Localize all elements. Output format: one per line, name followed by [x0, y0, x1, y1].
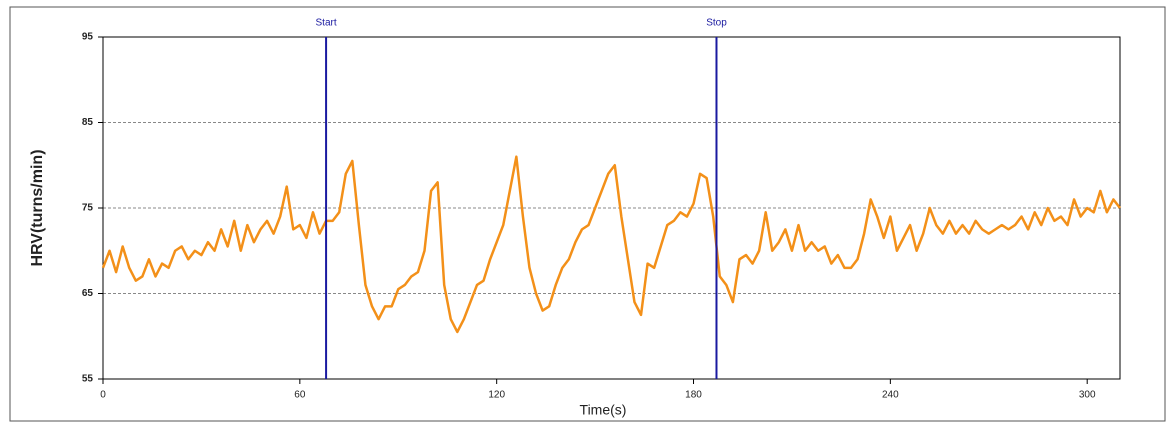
x-axis-label: Time(s) — [580, 402, 627, 418]
data-line — [101, 155, 1121, 334]
x-tick-label: 60 — [294, 390, 306, 401]
event-label: Start — [316, 18, 337, 29]
x-tick-label: 240 — [882, 390, 899, 401]
x-tick-label: 180 — [685, 390, 702, 401]
x-tick-label: 0 — [100, 390, 106, 401]
outer-frame — [9, 6, 1166, 422]
x-tick-label: 120 — [488, 390, 505, 401]
y-tick-label: 95 — [82, 32, 94, 43]
y-tick-label: 85 — [82, 117, 94, 128]
y-tick-label: 55 — [82, 374, 94, 385]
x-tick-label: 300 — [1079, 390, 1096, 401]
y-tick-label: 65 — [82, 288, 94, 299]
y-axis-label: HRV(turns/min) — [29, 149, 46, 266]
event-label: Stop — [706, 18, 727, 29]
y-tick-label: 75 — [82, 203, 94, 214]
